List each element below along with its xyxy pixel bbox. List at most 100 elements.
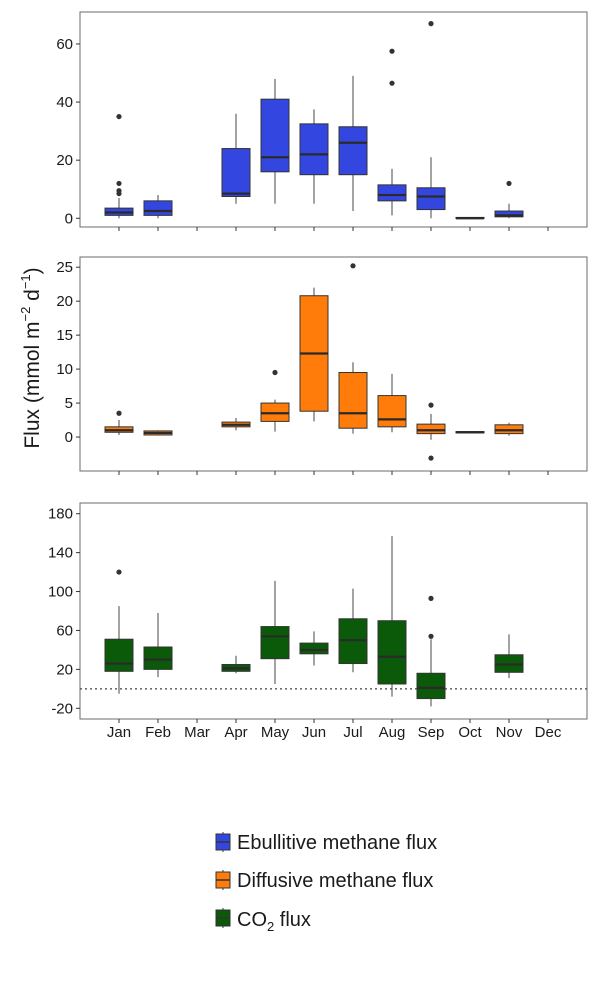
box-ebullitive-methane-flux-oct (455, 216, 485, 220)
outlier-point (428, 402, 434, 408)
outlier-point (116, 113, 122, 120)
x-tick-label-aug: Aug (379, 724, 406, 741)
y-tick-label: 20 (56, 661, 73, 678)
box-diffusive-methane-flux-jul (338, 263, 368, 434)
y-tick-label: 180 (48, 506, 73, 523)
y-tick-label: 0 (65, 429, 73, 446)
outlier-point (116, 188, 122, 194)
x-tick-label-dec: Dec (535, 724, 562, 741)
y-axis-title-sup1: −2 (18, 307, 33, 322)
legend-item-ebullitive: Ebullitive methane flux (215, 832, 437, 854)
panel-co2-flux: -20 20 60 100 140 180 (48, 502, 588, 723)
y-axis-title-prefix: Flux (mmol m (21, 322, 44, 449)
box-iqr (143, 646, 173, 670)
box-iqr (221, 148, 251, 197)
x-tick-label-mar: Mar (184, 724, 210, 741)
box-iqr (416, 187, 446, 211)
y-tick-label: 20 (56, 152, 73, 169)
box-iqr (299, 123, 329, 176)
x-tick-label-jul: Jul (343, 724, 362, 741)
outlier-point (116, 410, 122, 416)
y-tick-label: 140 (48, 545, 73, 562)
box-ebullitive-methane-flux-jan (104, 113, 134, 219)
box-iqr (377, 395, 407, 428)
box-iqr (416, 672, 446, 700)
box-ebullitive-methane-flux-may (260, 78, 290, 204)
box-ebullitive-methane-flux-jul (338, 75, 368, 212)
panel-frame (79, 502, 588, 720)
outlier-point (389, 80, 395, 86)
panel-ebullitive-methane-flux: 0 20 40 60 (56, 11, 588, 231)
y-tick-label: 5 (65, 395, 73, 412)
box-ebullitive-methane-flux-aug (377, 48, 407, 216)
outlier-point (428, 595, 434, 601)
box-iqr (338, 371, 368, 429)
box-ebullitive-methane-flux-sep (416, 21, 446, 219)
box-iqr (104, 638, 134, 672)
box-co2-flux-jan (104, 569, 134, 694)
outlier-point (428, 455, 434, 461)
x-tick-label-feb: Feb (145, 724, 171, 741)
box-co2-flux-jun (299, 631, 329, 666)
box-co2-flux-jul (338, 588, 368, 673)
y-axis-title-sup2: −1 (18, 274, 33, 289)
box-iqr (494, 210, 524, 218)
x-axis: Jan Feb Mar Apr May Jun Jul Aug Sep Oct Nov Dec (107, 724, 562, 741)
box-iqr (260, 98, 290, 173)
y-tick-label: 60 (56, 622, 73, 639)
box-ebullitive-methane-flux-apr (221, 113, 251, 204)
y-tick-label: 10 (56, 361, 73, 378)
y-axis-title-suffix: ) (21, 267, 44, 274)
panel-frame (79, 256, 588, 472)
legend-label-ebullitive: Ebullitive methane flux (237, 832, 437, 854)
y-tick-label: -20 (51, 700, 73, 717)
box-iqr (416, 423, 446, 435)
outlier-point (506, 180, 512, 187)
y-tick-label: 40 (56, 94, 73, 111)
box-iqr (299, 642, 329, 655)
box-co2-flux-sep (416, 595, 446, 707)
x-tick-label-may: May (261, 724, 290, 741)
box-ebullitive-methane-flux-jun (299, 109, 329, 204)
legend-label-co2: CO2 flux (237, 909, 311, 934)
box-diffusive-methane-flux-sep (416, 402, 446, 461)
x-tick-label-apr: Apr (224, 724, 247, 741)
box-diffusive-methane-flux-may (260, 369, 290, 432)
x-tick-label-jun: Jun (302, 724, 326, 741)
y-tick-label: 15 (56, 327, 73, 344)
outlier-point (272, 369, 278, 376)
legend-item-diffusive: Diffusive methane flux (215, 870, 433, 892)
panel-diffusive-methane-flux: 0 5 10 15 20 25 (56, 256, 588, 475)
outlier-point (116, 180, 122, 187)
legend-label-co2-sub: 2 (267, 919, 274, 934)
box-co2-flux-feb (143, 612, 173, 678)
box-diffusive-methane-flux-jan (104, 410, 134, 435)
y-axis-title-mid: d (21, 289, 44, 307)
box-co2-flux-nov (494, 634, 524, 679)
panels: 0 20 40 60 0 5 10 15 20 25 -20 20 60 100 140 180 (48, 11, 588, 723)
x-tick-label-jan: Jan (107, 724, 131, 741)
box-ebullitive-methane-flux-feb (143, 195, 173, 219)
box-diffusive-methane-flux-aug (377, 373, 407, 433)
outlier-point (116, 569, 122, 575)
box-iqr (377, 620, 407, 685)
box-diffusive-methane-flux-feb (143, 430, 173, 436)
outlier-point (389, 48, 395, 54)
legend: Ebullitive methane flux Diffusive methan… (215, 832, 437, 934)
box-co2-flux-may (260, 580, 290, 684)
y-tick-label: 100 (48, 584, 73, 601)
box-diffusive-methane-flux-oct (455, 431, 485, 434)
box-iqr (377, 184, 407, 202)
y-tick-label: 0 (65, 210, 73, 227)
box-co2-flux-aug (377, 536, 407, 697)
outlier-point (350, 263, 356, 269)
box-diffusive-methane-flux-apr (221, 418, 251, 431)
box-iqr (143, 200, 173, 216)
legend-label-diffusive: Diffusive methane flux (237, 870, 433, 892)
box-iqr (338, 126, 368, 176)
box-co2-flux-apr (221, 655, 251, 674)
panel-frame (79, 11, 588, 228)
x-tick-label-nov: Nov (496, 724, 523, 741)
box-iqr (260, 626, 290, 660)
